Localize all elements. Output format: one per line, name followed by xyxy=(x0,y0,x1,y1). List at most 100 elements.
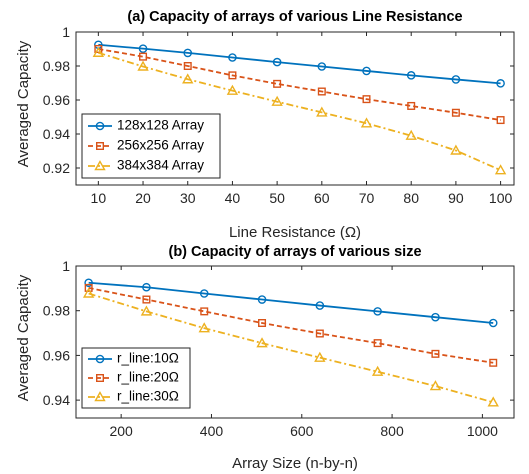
data-point-b-3 xyxy=(371,365,384,376)
x-tick-label: 600 xyxy=(290,423,314,439)
data-point-b-1 xyxy=(373,307,382,316)
chart-panel-a: (a) Capacity of arrays of various Line R… xyxy=(15,9,515,241)
data-point-b-3 xyxy=(256,337,268,348)
y-tick-label: 0.98 xyxy=(43,303,70,319)
data-point-b-2 xyxy=(315,329,324,338)
data-point-b-3 xyxy=(429,380,442,391)
y-tick-label: 0.94 xyxy=(43,126,70,142)
chart-title-a: (a) Capacity of arrays of various Line R… xyxy=(127,9,462,25)
data-point-b-1 xyxy=(257,295,267,304)
data-point-b-3 xyxy=(198,322,210,333)
x-tick-label: 100 xyxy=(489,190,513,206)
data-point-a-3 xyxy=(137,60,149,71)
data-point-a-1 xyxy=(362,66,371,76)
legend-entry-r10: r_line:10Ω xyxy=(88,351,179,366)
series-line-b-1 xyxy=(88,281,494,324)
plot-area-b: 200 400 600 800 1000 0.94 0.96 0.98 1 xyxy=(43,258,515,439)
plot-area-a: 10 20 30 40 50 60 70 80 90 100 0.92 0.94 0.96 0.98 1 xyxy=(43,24,515,206)
legend-marker xyxy=(95,354,105,364)
y-tick-label: 0.96 xyxy=(43,92,70,108)
data-point-a-2 xyxy=(317,87,326,96)
series-line-a-3 xyxy=(98,51,501,172)
data-point-a-3 xyxy=(450,144,462,155)
x-tick-label: 400 xyxy=(200,423,224,439)
x-tick-label: 800 xyxy=(380,423,404,439)
x-tick-label: 40 xyxy=(225,190,241,206)
x-tick-label: 50 xyxy=(269,190,285,206)
x-tick-label: 90 xyxy=(448,190,464,206)
series-line-a-2 xyxy=(98,48,501,121)
data-point-b-2 xyxy=(431,349,440,358)
data-point-a-2 xyxy=(273,79,282,88)
x-tick-label: 70 xyxy=(359,190,375,206)
data-point-b-2 xyxy=(489,358,498,367)
data-point-b-2 xyxy=(373,339,382,348)
y-tick-label: 1 xyxy=(62,258,70,274)
series-line-b-2 xyxy=(88,287,494,364)
chart-panel-b: (b) Capacity of arrays of various size A… xyxy=(15,244,515,472)
data-point-a-3 xyxy=(494,164,507,175)
x-tick-label: 1000 xyxy=(467,423,498,439)
data-point-a-2 xyxy=(228,71,237,80)
legend-marker xyxy=(95,374,104,383)
data-point-a-3 xyxy=(92,46,105,57)
data-point-b-2 xyxy=(84,283,93,292)
data-point-a-3 xyxy=(182,73,194,84)
data-point-a-2 xyxy=(451,108,460,117)
data-point-a-2 xyxy=(407,101,416,110)
data-point-a-1 xyxy=(496,79,505,88)
series-line-a-1 xyxy=(98,43,501,85)
x-tick-label: 200 xyxy=(109,423,133,439)
legend-a: 128x128 Array 256x256 Array 384x384 Arra… xyxy=(81,113,221,179)
y-tick-label: 0.92 xyxy=(43,160,70,176)
data-point-b-1 xyxy=(488,318,498,328)
data-point-b-1 xyxy=(84,278,93,288)
data-point-a-2 xyxy=(496,116,505,125)
chart-title-b: (b) Capacity of arrays of various size xyxy=(168,244,421,260)
data-point-b-1 xyxy=(199,289,209,298)
legend-entry-r30: r_line:30Ω xyxy=(88,389,179,404)
legend-label-r10: r_line:10Ω xyxy=(117,351,179,366)
y-tick-label: 0.98 xyxy=(43,58,70,74)
data-point-a-3 xyxy=(316,106,328,117)
legend-marker xyxy=(94,160,106,171)
data-point-a-2 xyxy=(183,62,192,71)
x-tick-label: 30 xyxy=(180,190,196,206)
legend-label-384: 384x384 Array xyxy=(117,158,204,173)
x-tick-label: 80 xyxy=(403,190,419,206)
data-point-b-3 xyxy=(487,396,499,407)
data-point-a-3 xyxy=(405,129,417,140)
data-point-b-2 xyxy=(258,319,267,328)
data-point-b-3 xyxy=(140,305,153,316)
y-tick-label: 1 xyxy=(62,24,70,40)
x-tick-label: 60 xyxy=(314,190,330,206)
series-line-b-3 xyxy=(88,292,494,404)
plot-frame-b xyxy=(75,265,515,419)
data-point-a-3 xyxy=(360,117,373,128)
data-point-b-1 xyxy=(142,282,151,292)
y-axis-label-a: Averaged Capacity xyxy=(15,40,32,167)
x-axis-label-a: Line Resistance (Ω) xyxy=(229,224,361,241)
x-tick-label: 10 xyxy=(91,190,107,206)
legend-marker xyxy=(95,141,104,150)
data-point-a-3 xyxy=(226,84,239,95)
legend-label-r30: r_line:30Ω xyxy=(117,389,179,404)
x-tick-label: 20 xyxy=(135,190,151,206)
data-point-b-3 xyxy=(314,351,326,362)
data-point-a-1 xyxy=(228,53,237,62)
y-tick-label: 0.94 xyxy=(43,392,70,408)
legend-entry-384: 384x384 Array xyxy=(88,158,204,173)
legend-entry-256: 256x256 Array xyxy=(88,138,204,153)
data-point-a-2 xyxy=(139,52,148,61)
x-axis-label-b: Array Size (n-by-n) xyxy=(232,455,358,472)
legend-marker xyxy=(95,121,105,131)
data-point-b-3 xyxy=(82,287,95,298)
data-point-a-1 xyxy=(183,48,193,58)
y-axis-label-b: Averaged Capacity xyxy=(15,274,32,401)
legend-label-128: 128x128 Array xyxy=(117,118,204,133)
data-point-a-1 xyxy=(406,71,416,80)
data-point-a-1 xyxy=(451,75,461,84)
data-point-b-1 xyxy=(431,312,440,322)
legend-entry-r20: r_line:20Ω xyxy=(88,370,179,385)
